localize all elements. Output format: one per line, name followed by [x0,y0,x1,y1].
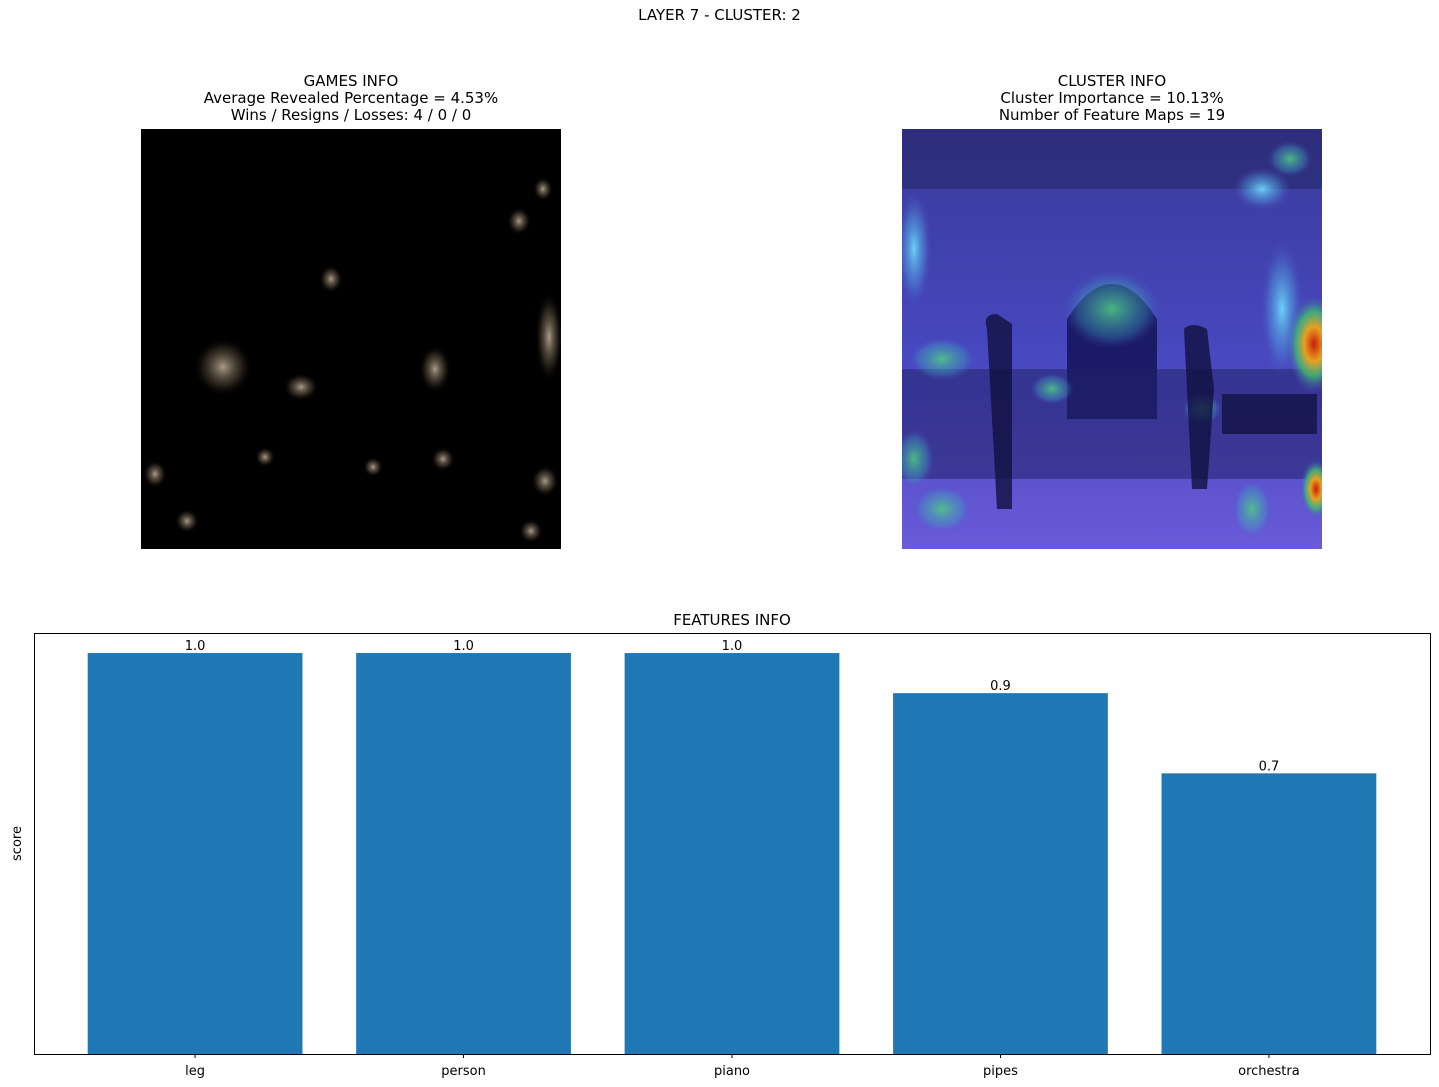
data-label-pipes: 0.9 [990,679,1011,694]
bar-orchestra [1161,773,1377,1054]
x-tick-label-pipes: pipes [983,1064,1018,1079]
figure-title: LAYER 7 - CLUSTER: 2 [638,6,801,24]
y-axis-label: score [10,826,25,861]
cluster-info-title: CLUSTER INFO Cluster Importance = 10.13%… [902,73,1322,124]
games-info-title: GAMES INFO Average Revealed Percentage =… [141,73,561,124]
x-tick-label-piano: piano [714,1064,750,1079]
chart-title: FEATURES INFO [673,611,791,629]
data-label-orchestra: 0.7 [1259,759,1280,774]
bar-pipes [893,693,1108,1054]
cluster-importance-text: Cluster Importance = 10.13% [1000,89,1224,107]
bar-person [356,653,571,1054]
heatmap-image [902,129,1322,549]
revealed-percentage-text: Average Revealed Percentage = 4.53% [203,89,499,107]
data-label-person: 1.0 [453,639,474,654]
cluster-info-heading: CLUSTER INFO [1057,72,1167,90]
plot-frame [34,633,1431,1055]
feature-maps-text: Number of Feature Maps = 19 [998,106,1226,124]
bar-leg [87,653,303,1054]
data-label-leg: 1.0 [185,639,206,654]
x-tick-label-leg: leg [185,1064,205,1079]
games-info-heading: GAMES INFO [303,72,399,90]
bar-piano [624,653,840,1054]
data-label-piano: 1.0 [722,639,743,654]
revealed-image [141,129,561,549]
x-tick-label-person: person [441,1064,486,1079]
x-tick-label-orchestra: orchestra [1238,1064,1300,1079]
wins-resigns-losses-text: Wins / Resigns / Losses: 4 / 0 / 0 [230,106,472,124]
